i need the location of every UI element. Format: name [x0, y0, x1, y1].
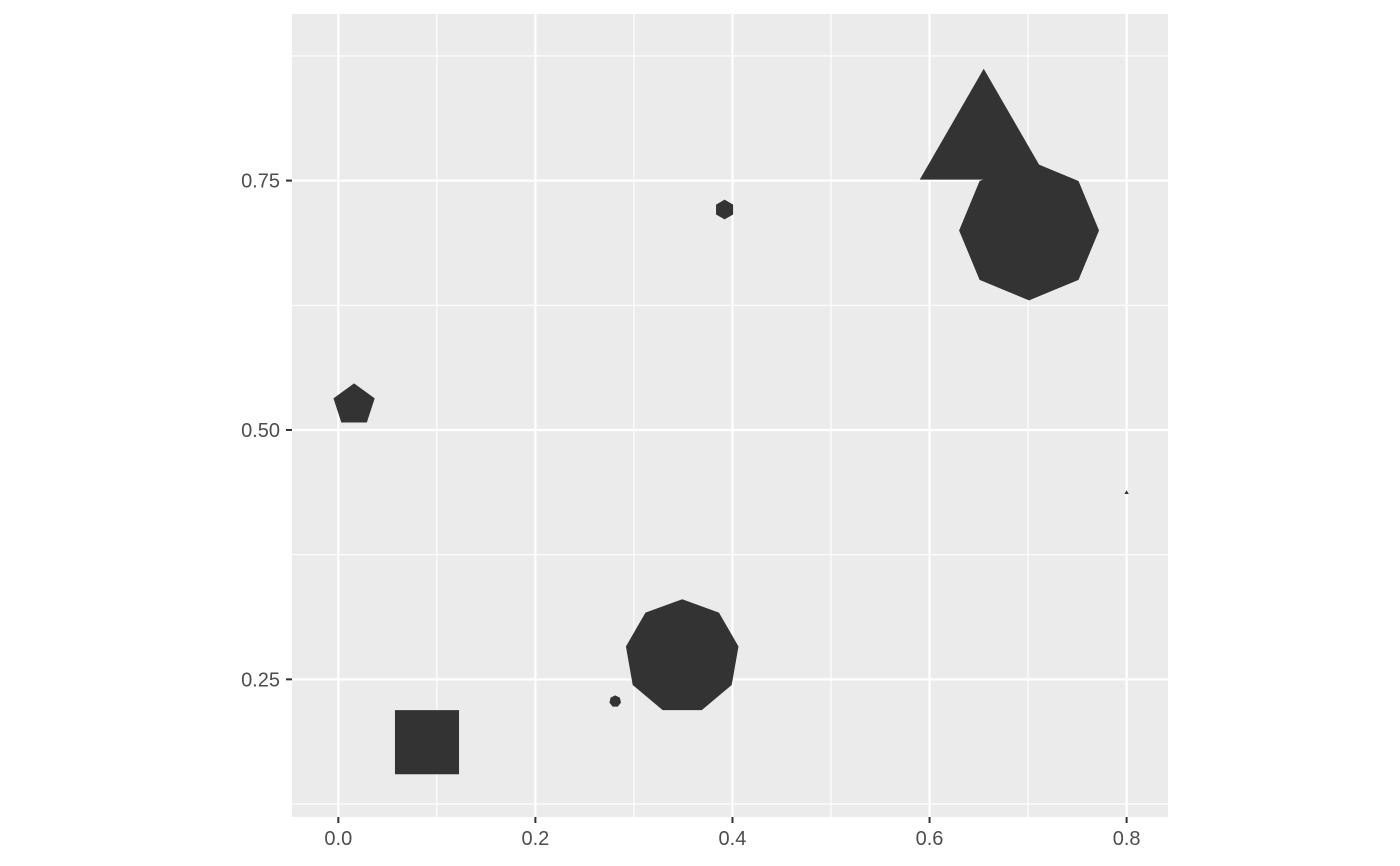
plot-panel	[292, 14, 1168, 817]
data-point	[333, 383, 375, 423]
x-tick-label: 0.8	[1113, 828, 1141, 850]
data-point	[959, 160, 1100, 301]
y-tick-label: 0.75	[241, 171, 280, 193]
data-point	[609, 695, 621, 707]
y-axis-tick-labels: 0.25 0.50 0.75	[241, 171, 280, 692]
y-tick-label: 0.25	[241, 669, 280, 691]
x-tick-label: 0.6	[916, 828, 944, 850]
y-tick-label: 0.50	[241, 420, 280, 442]
x-axis-tick-labels: 0.0 0.2 0.4 0.6 0.8	[324, 828, 1140, 850]
x-tick-label: 0.2	[521, 828, 549, 850]
data-point	[716, 199, 734, 220]
data-point	[1124, 490, 1129, 495]
data-point	[625, 599, 739, 711]
x-tick-label: 0.4	[719, 828, 747, 850]
axis-ticks	[286, 179, 1128, 823]
data-point	[919, 68, 1048, 180]
data-points	[333, 68, 1129, 775]
data-point	[394, 710, 460, 775]
x-tick-label: 0.0	[324, 828, 352, 850]
